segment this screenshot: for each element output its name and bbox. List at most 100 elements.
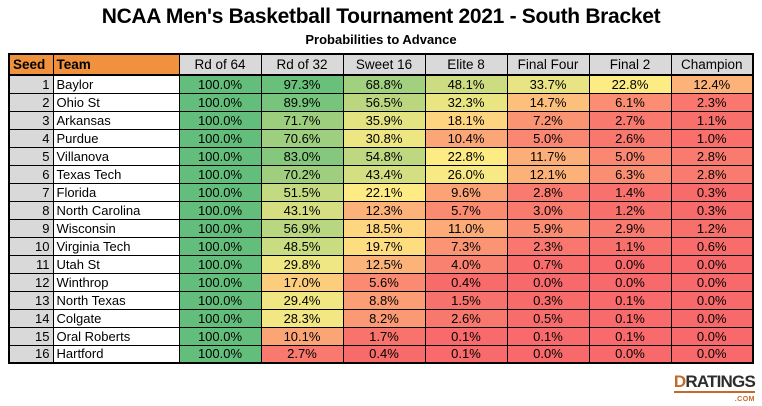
table-row: 12 Winthrop 100.0% 17.0% 5.6% 0.4% 0.0% 0.0% 0.0… — [8, 272, 754, 292]
prob-cell: 6.1% — [588, 92, 672, 112]
prob-cell: 1.4% — [588, 182, 672, 202]
header-elite-8: Elite 8 — [424, 53, 508, 76]
team-cell: Wisconsin — [52, 218, 180, 238]
prob-cell: 11.0% — [424, 218, 508, 238]
prob-cell: 0.0% — [670, 326, 754, 346]
prob-cell: 100.0% — [178, 92, 262, 112]
prob-cell: 0.5% — [506, 308, 590, 328]
header-final-four: Final Four — [506, 53, 590, 76]
prob-cell: 83.0% — [260, 146, 344, 166]
prob-cell: 5.0% — [506, 128, 590, 148]
prob-cell: 4.0% — [424, 254, 508, 274]
prob-cell: 100.0% — [178, 272, 262, 292]
prob-cell: 5.9% — [506, 218, 590, 238]
seed-cell: 16 — [8, 344, 54, 364]
prob-cell: 10.1% — [260, 326, 344, 346]
prob-cell: 12.5% — [342, 254, 426, 274]
prob-cell: 7.3% — [424, 236, 508, 256]
prob-cell: 22.8% — [588, 74, 672, 94]
page-subtitle: Probabilities to Advance — [305, 32, 457, 47]
team-cell: Hartford — [52, 344, 180, 364]
prob-cell: 2.7% — [260, 344, 344, 364]
prob-cell: 14.7% — [506, 92, 590, 112]
seed-cell: 4 — [8, 128, 54, 148]
prob-cell: 100.0% — [178, 344, 262, 364]
table-row: 10 Virginia Tech 100.0% 48.5% 19.7% 7.3% 2.3% 1… — [8, 236, 754, 256]
table-row: 6 Texas Tech 100.0% 70.2% 43.4% 26.0% 12.1% 6.3… — [8, 164, 754, 184]
prob-cell: 22.8% — [424, 146, 508, 166]
prob-cell: 0.0% — [670, 290, 754, 310]
prob-cell: 100.0% — [178, 236, 262, 256]
prob-cell: 100.0% — [178, 182, 262, 202]
prob-cell: 18.5% — [342, 218, 426, 238]
team-cell: North Texas — [52, 290, 180, 310]
prob-cell: 12.4% — [670, 74, 754, 94]
team-cell: Ohio St — [52, 92, 180, 112]
seed-cell: 10 — [8, 236, 54, 256]
dratings-logo-rest: RATINGS — [685, 372, 755, 391]
prob-cell: 9.6% — [424, 182, 508, 202]
prob-cell: 3.0% — [506, 200, 590, 220]
team-cell: Arkansas — [52, 110, 180, 130]
prob-cell: 70.2% — [260, 164, 344, 184]
table-row: 7 Florida 100.0% 51.5% 22.1% 9.6% 2.8% 1.4% 0.3% — [8, 182, 754, 202]
prob-cell: 8.8% — [342, 290, 426, 310]
team-cell: Winthrop — [52, 272, 180, 292]
prob-cell: 2.9% — [588, 218, 672, 238]
header-rd-of-32: Rd of 32 — [260, 53, 344, 76]
prob-cell: 1.0% — [670, 128, 754, 148]
prob-cell: 0.4% — [424, 272, 508, 292]
prob-cell: 17.0% — [260, 272, 344, 292]
prob-cell: 1.2% — [588, 200, 672, 220]
table-row: 4 Purdue 100.0% 70.6% 30.8% 10.4% 5.0% 2.6% 1.0% — [8, 128, 754, 148]
team-cell: Virginia Tech — [52, 236, 180, 256]
prob-cell: 0.0% — [670, 254, 754, 274]
dratings-logo-rule: .COM — [673, 391, 755, 403]
table-row: 1 Baylor 100.0% 97.3% 68.8% 48.1% 33.7% 22.8% 12… — [8, 74, 754, 94]
prob-cell: 100.0% — [178, 200, 262, 220]
table-body: 1 Baylor 100.0% 97.3% 68.8% 48.1% 33.7% 22.8% 12… — [8, 74, 754, 364]
prob-cell: 30.8% — [342, 128, 426, 148]
header-row: Seed Team Rd of 64 Rd of 32 Sweet 16 Eli… — [8, 53, 754, 76]
prob-cell: 1.1% — [670, 110, 754, 130]
prob-cell: 18.1% — [424, 110, 508, 130]
team-cell: Colgate — [52, 308, 180, 328]
team-cell: Villanova — [52, 146, 180, 166]
prob-cell: 26.0% — [424, 164, 508, 184]
prob-cell: 33.7% — [506, 74, 590, 94]
table-row: 14 Colgate 100.0% 28.3% 8.2% 2.6% 0.5% 0.1% 0.0% — [8, 308, 754, 328]
table-row: 3 Arkansas 100.0% 71.7% 35.9% 18.1% 7.2% 2.7% 1.… — [8, 110, 754, 130]
prob-cell: 70.6% — [260, 128, 344, 148]
team-cell: Florida — [52, 182, 180, 202]
prob-cell: 1.2% — [670, 218, 754, 238]
prob-cell: 0.3% — [506, 290, 590, 310]
seed-cell: 3 — [8, 110, 54, 130]
prob-cell: 0.1% — [424, 326, 508, 346]
prob-cell: 2.8% — [506, 182, 590, 202]
prob-cell: 68.8% — [342, 74, 426, 94]
prob-cell: 2.6% — [588, 128, 672, 148]
prob-cell: 12.1% — [506, 164, 590, 184]
prob-cell: 100.0% — [178, 326, 262, 346]
prob-cell: 54.8% — [342, 146, 426, 166]
prob-cell: 5.6% — [342, 272, 426, 292]
table-row: 13 North Texas 100.0% 29.4% 8.8% 1.5% 0.3% 0.1%… — [8, 290, 754, 310]
prob-cell: 6.3% — [588, 164, 672, 184]
prob-cell: 0.1% — [588, 326, 672, 346]
prob-cell: 71.7% — [260, 110, 344, 130]
prob-cell: 56.9% — [260, 218, 344, 238]
prob-cell: 29.4% — [260, 290, 344, 310]
prob-cell: 100.0% — [178, 254, 262, 274]
seed-cell: 8 — [8, 200, 54, 220]
seed-cell: 6 — [8, 164, 54, 184]
prob-cell: 2.3% — [670, 92, 754, 112]
team-cell: North Carolina — [52, 200, 180, 220]
header-team: Team — [52, 53, 180, 76]
prob-cell: 2.7% — [588, 110, 672, 130]
table-row: 5 Villanova 100.0% 83.0% 54.8% 22.8% 11.7% 5.0%… — [8, 146, 754, 166]
dratings-logo-d: D — [673, 372, 686, 391]
prob-cell: 10.4% — [424, 128, 508, 148]
table-row: 9 Wisconsin 100.0% 56.9% 18.5% 11.0% 5.9% 2.9% 1… — [8, 218, 754, 238]
prob-cell: 0.0% — [588, 272, 672, 292]
table-row: 16 Hartford 100.0% 2.7% 0.4% 0.1% 0.0% 0.0% 0.0% — [8, 344, 754, 364]
